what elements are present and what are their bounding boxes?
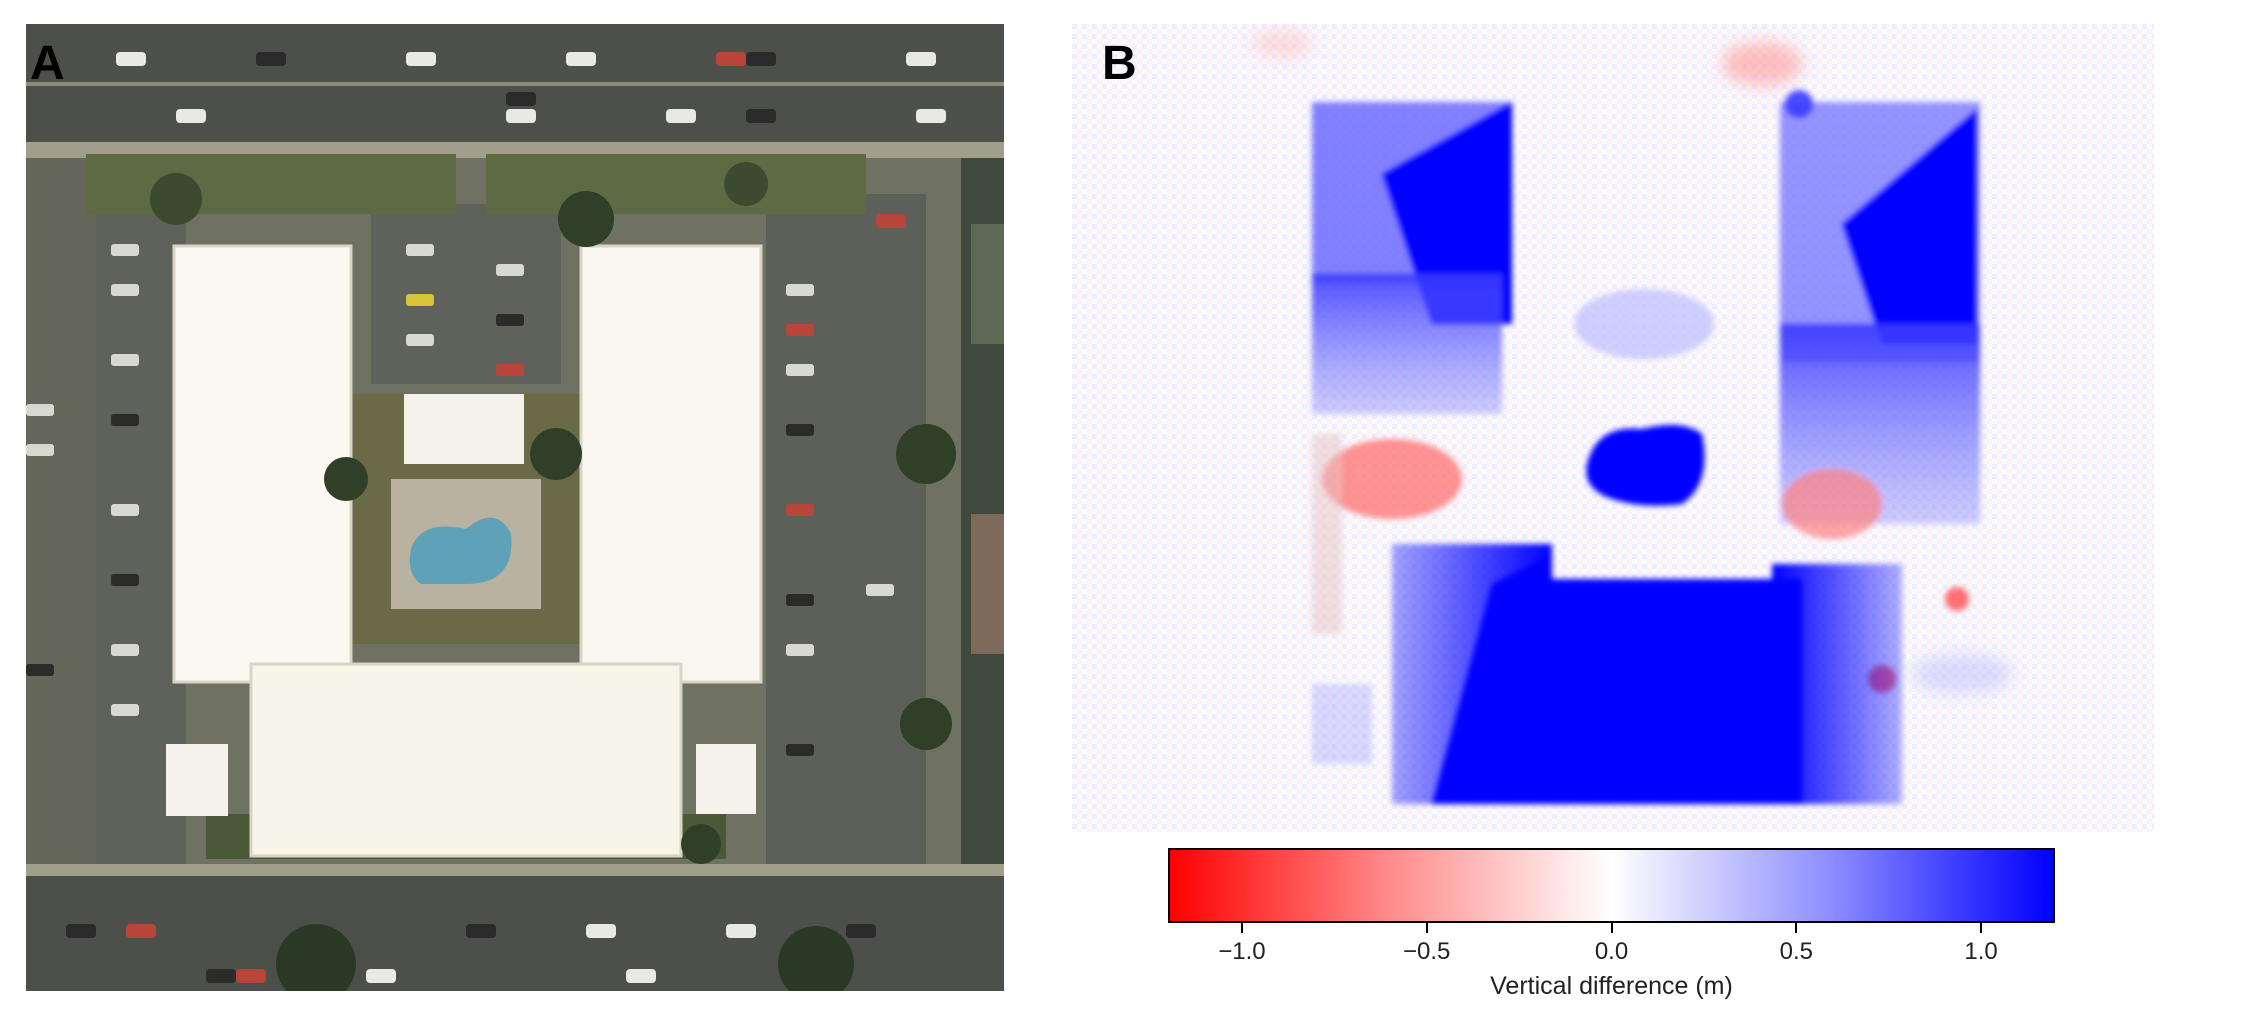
colorbar-tick [1425,923,1428,933]
vertical-difference-map-panel: B [1072,24,2154,832]
colorbar-tick [1980,923,1983,933]
panel-label-b: B [1102,37,1137,90]
colorbar-tick-label: −0.5 [1403,938,1451,965]
colorbar-tick [1610,923,1613,933]
panel-label-a: A [30,37,65,90]
colorbar-tick-label: 0.5 [1779,938,1813,965]
colorbar [1168,848,2055,923]
colorbar-tick-label: 0.0 [1594,938,1629,965]
vertical-difference-map [1072,24,2154,832]
colorbar-tick-label: 1.0 [1964,938,1998,965]
colorbar-ticks: −1.0 −0.5 0.0 0.5 1.0 [1168,923,2055,965]
aerial-photo-panel: A [26,24,1004,991]
aerial-photo [26,24,1004,991]
colorbar-tick-label: −1.0 [1218,938,1266,965]
colorbar-label: Vertical difference (m) [1490,972,1733,1000]
colorbar-tick [1240,923,1243,933]
colorbar-tick [1795,923,1798,933]
